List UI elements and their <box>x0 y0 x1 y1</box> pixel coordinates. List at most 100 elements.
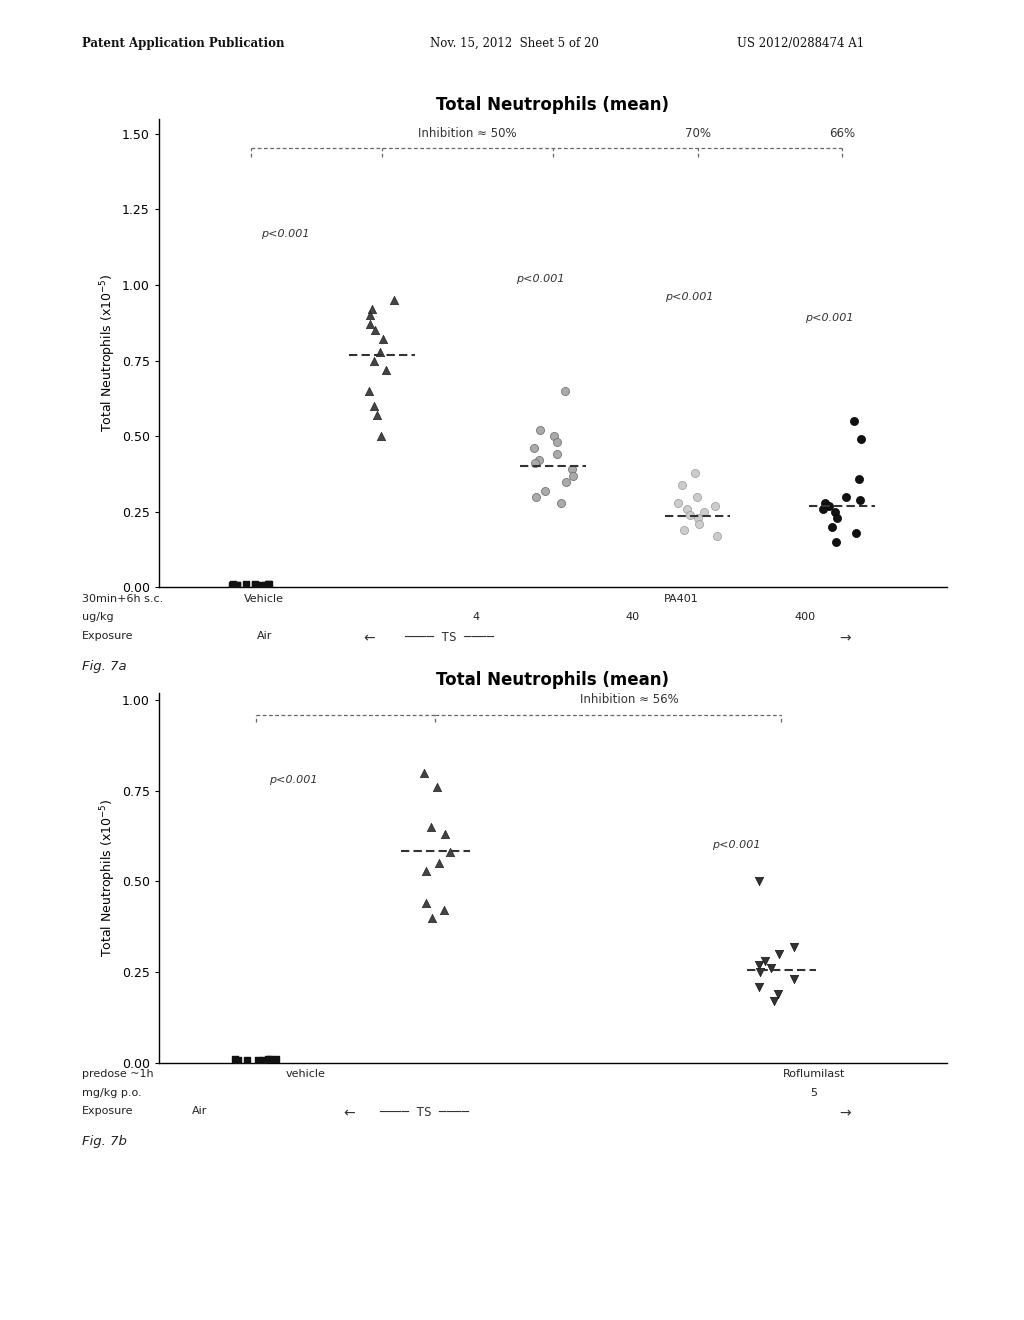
Point <box>563 459 580 480</box>
Point <box>752 975 768 997</box>
Point <box>827 532 844 553</box>
Point <box>229 1049 246 1071</box>
Text: p<0.001: p<0.001 <box>261 228 309 239</box>
Point <box>752 961 768 982</box>
Title: Total Neutrophils (mean): Total Neutrophils (mean) <box>436 96 670 115</box>
Point <box>362 314 379 335</box>
Text: Fig. 7a: Fig. 7a <box>82 660 127 673</box>
Point <box>247 574 263 595</box>
Point <box>229 574 246 595</box>
Point <box>557 380 573 401</box>
Text: ug/kg: ug/kg <box>82 612 114 623</box>
Point <box>709 525 725 546</box>
Text: predose ~1h: predose ~1h <box>82 1069 154 1080</box>
Text: Fig. 7b: Fig. 7b <box>82 1135 127 1148</box>
Point <box>229 574 246 595</box>
Point <box>679 498 695 519</box>
Point <box>689 486 706 507</box>
Text: p<0.001: p<0.001 <box>665 292 713 302</box>
Point <box>386 289 402 310</box>
Point <box>429 776 445 797</box>
Point <box>367 396 383 417</box>
Point <box>252 574 268 595</box>
Point <box>268 1048 285 1069</box>
Text: ←: ← <box>343 1106 354 1121</box>
Text: 400: 400 <box>795 612 815 623</box>
Text: ←: ← <box>364 631 375 645</box>
Text: Patent Application Publication: Patent Application Publication <box>82 37 285 50</box>
Point <box>364 298 380 319</box>
Point <box>360 380 377 401</box>
Point <box>225 574 242 595</box>
Point <box>851 469 867 490</box>
Text: 5: 5 <box>811 1088 817 1098</box>
Text: US 2012/0288474 A1: US 2012/0288474 A1 <box>737 37 864 50</box>
Point <box>670 492 686 513</box>
Text: mg/kg p.o.: mg/kg p.o. <box>82 1088 141 1098</box>
Point <box>418 892 434 913</box>
Point <box>687 462 703 483</box>
Point <box>821 495 838 516</box>
Point <box>436 900 453 921</box>
Point <box>763 958 779 979</box>
Text: vehicle: vehicle <box>286 1069 325 1080</box>
Point <box>852 429 868 450</box>
Point <box>436 824 453 845</box>
Text: →: → <box>840 1106 851 1121</box>
Text: ──── TS ────: ──── TS ──── <box>379 1106 469 1119</box>
Point <box>250 1049 266 1071</box>
Point <box>423 817 439 838</box>
Text: 66%: 66% <box>829 127 855 140</box>
Point <box>532 420 549 441</box>
Point <box>424 907 440 928</box>
Point <box>674 474 690 495</box>
Point <box>766 990 782 1011</box>
Point <box>372 341 388 362</box>
Point <box>816 492 833 513</box>
Point <box>549 432 565 453</box>
Y-axis label: Total Neutrophils (x10$^{-5}$): Total Neutrophils (x10$^{-5}$) <box>98 799 118 957</box>
Point <box>527 486 544 507</box>
Point <box>260 574 276 595</box>
Text: p<0.001: p<0.001 <box>805 313 854 323</box>
Text: 4: 4 <box>473 612 479 623</box>
Point <box>681 504 697 525</box>
Point <box>751 871 767 892</box>
Point <box>375 329 391 350</box>
Text: →: → <box>840 631 851 645</box>
Point <box>564 465 581 486</box>
Point <box>785 936 802 957</box>
Text: Roflumilast: Roflumilast <box>783 1069 845 1080</box>
Text: Exposure: Exposure <box>82 631 133 642</box>
Point <box>261 574 278 595</box>
Point <box>549 444 565 465</box>
Point <box>770 983 786 1005</box>
Text: p<0.001: p<0.001 <box>269 775 317 785</box>
Point <box>696 502 713 523</box>
Point <box>239 1049 255 1071</box>
Point <box>771 944 787 965</box>
Text: PA401: PA401 <box>664 594 698 605</box>
Point <box>262 1048 279 1069</box>
Point <box>416 762 432 783</box>
Point <box>691 513 708 535</box>
Point <box>826 502 843 523</box>
Text: Exposure: Exposure <box>82 1106 133 1117</box>
Text: ──── TS ────: ──── TS ──── <box>404 631 495 644</box>
Point <box>254 1049 270 1071</box>
Point <box>707 495 723 516</box>
Point <box>238 573 254 594</box>
Point <box>553 492 569 513</box>
Point <box>785 969 802 990</box>
Point <box>824 516 841 537</box>
Point <box>848 523 864 544</box>
Point <box>378 359 394 380</box>
Point <box>373 425 389 446</box>
Text: Inhibition ≈ 56%: Inhibition ≈ 56% <box>580 693 679 706</box>
Text: 30min+6h s.c.: 30min+6h s.c. <box>82 594 163 605</box>
Point <box>815 498 831 519</box>
Point <box>829 507 846 528</box>
Point <box>676 519 692 540</box>
Point <box>537 480 553 502</box>
Point <box>558 471 574 492</box>
